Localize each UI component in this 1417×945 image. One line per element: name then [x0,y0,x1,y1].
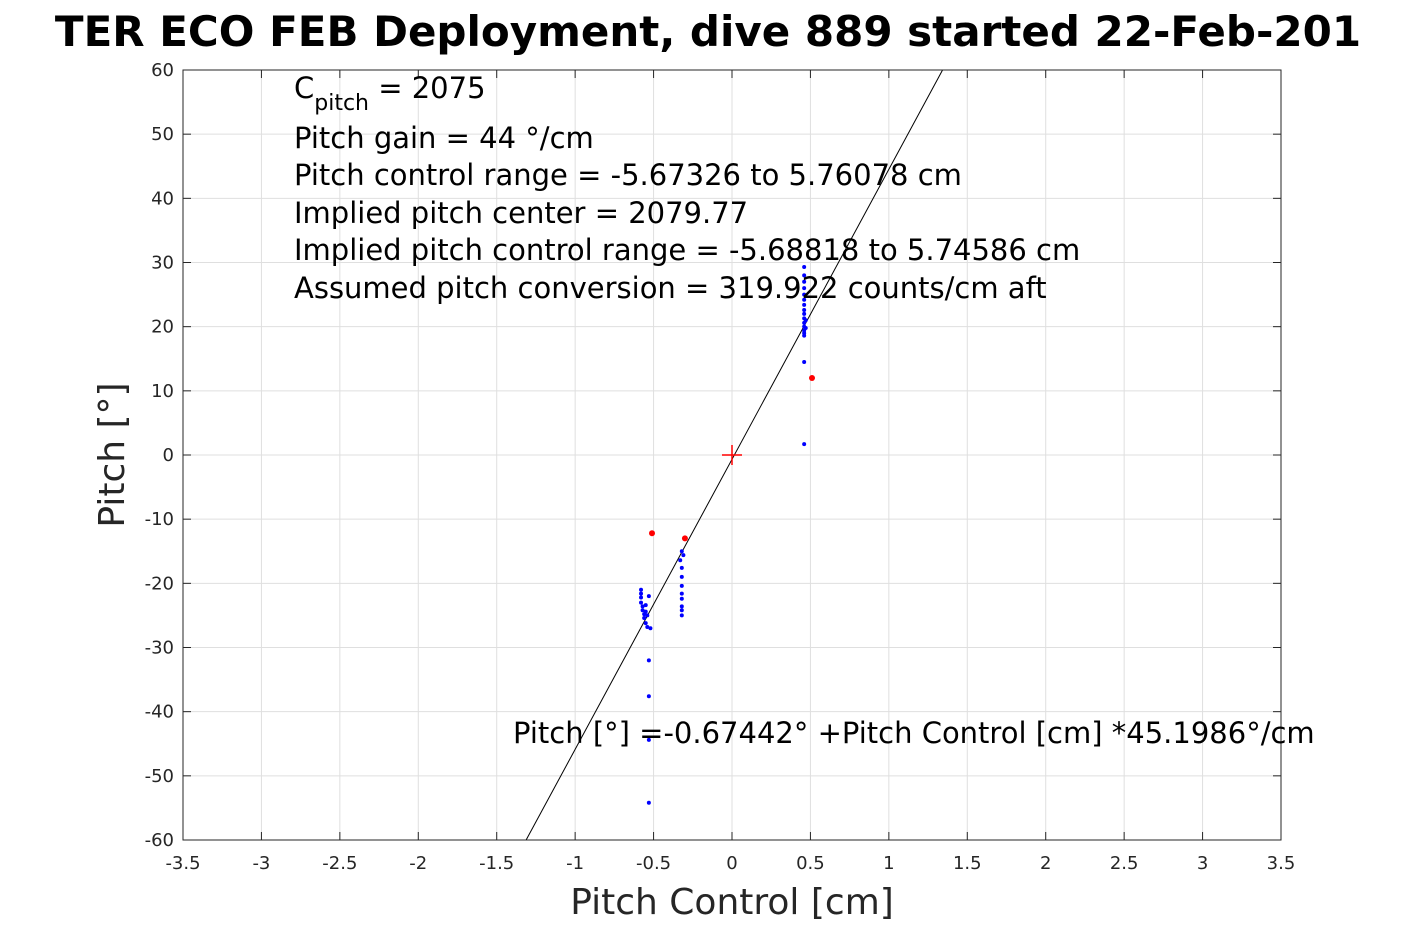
annotation-cpitch-sub: pitch [314,91,369,116]
data-point [643,603,648,608]
center-marker-group [722,445,742,465]
data-point [802,307,807,312]
data-point [802,333,807,338]
data-point [802,273,807,278]
x-tick-label: 3 [1197,853,1208,874]
annotation-cpitch: Cpitch = 2075 [294,71,486,116]
data-point [679,596,684,601]
data-point [803,318,808,323]
data-point [679,574,684,579]
annotation-cpitch-rest: = 2075 [369,71,486,105]
x-tick-label: -1 [566,853,584,874]
data-point [679,565,684,570]
y-tick-label: -40 [145,702,174,723]
x-tick-label: 0 [726,853,737,874]
data-point [646,694,651,699]
x-tick-label: 0.5 [796,853,825,874]
data-point [802,264,807,269]
data-point [643,609,648,614]
annotation-pitch-gain: Pitch gain = 44 °/cm [294,121,594,155]
data-point [640,608,645,613]
data-point [679,613,684,618]
outlier-point [681,535,688,542]
data-point [640,604,645,609]
data-point [802,297,807,302]
data-point [646,594,651,599]
annotation-fit-equation: Pitch [°] =-0.67442° +Pitch Control [cm]… [513,716,1315,750]
data-point [679,608,684,613]
data-point [643,621,648,626]
y-tick-label: 10 [151,381,174,402]
annotation-pitch-center: Implied pitch center = 2079.77 [294,196,748,230]
x-tick-label: 3.5 [1267,853,1296,874]
y-axis-label: Pitch [°] [92,382,133,527]
y-tick-label: 60 [151,60,174,81]
data-point [802,311,807,316]
y-tick-label: 0 [163,445,174,466]
data-point [645,613,650,618]
x-tick-label: 2 [1040,853,1051,874]
y-tick-label: -10 [145,509,174,530]
x-tick-label: 1 [883,853,894,874]
x-tick-label: -2.5 [322,853,357,874]
x-tick-label: -3 [252,853,270,874]
data-point [679,604,684,609]
x-tick-label: -2 [409,853,427,874]
grid-lines [182,69,1282,841]
data-point [802,442,807,447]
annotation-cpitch-main: C [294,71,314,105]
x-tick-label: 1.5 [953,853,982,874]
y-tick-label: -50 [145,766,174,787]
data-point [679,549,684,554]
annotation-control-range: Pitch control range = -5.67326 to 5.7607… [294,158,962,192]
x-tick-label: -3.5 [165,853,200,874]
data-point [639,587,644,592]
y-tick-label: -20 [145,573,174,594]
y-tick-label: -30 [145,638,174,659]
data-point [802,359,807,364]
x-tick-label: -0.5 [636,853,671,874]
x-tick-label: 2.5 [1110,853,1139,874]
data-point [639,595,644,600]
data-point [648,626,653,631]
y-tick-label: 50 [151,124,174,145]
data-point [802,279,807,284]
data-points [639,264,815,805]
x-axis-label: Pitch Control [cm] [570,882,894,923]
data-point [678,558,683,563]
data-point [679,583,684,588]
axis-ticks: -3.5 -3 -2.5 -2 -1.5 -1 -0.5 0 0.5 1 1.5 2 2.5 3 3.5 -6… [145,60,1296,874]
y-tick-label: 30 [151,253,174,274]
annotation-conversion: Assumed pitch conversion = 319.922 count… [294,271,1047,305]
data-point [646,658,651,663]
annotation-implied-range: Implied pitch control range = -5.68818 t… [294,233,1080,267]
outlier-point [649,530,656,537]
y-tick-label: -60 [145,830,174,851]
chart-title: TER ECO FEB Deployment, dive 889 started… [55,7,1361,56]
y-tick-label: 20 [151,317,174,338]
y-tick-label: 40 [151,188,174,209]
data-point [803,325,808,330]
data-point [802,286,807,291]
outlier-point [808,375,815,381]
data-point [802,292,807,297]
data-point [642,615,647,620]
data-point [802,302,807,307]
x-tick-label: -1.5 [479,853,514,874]
data-point [639,600,644,605]
data-point [645,624,650,629]
data-point [679,591,684,596]
data-point [681,553,686,558]
data-point [646,737,651,742]
data-point [639,591,644,596]
data-point [646,800,651,805]
